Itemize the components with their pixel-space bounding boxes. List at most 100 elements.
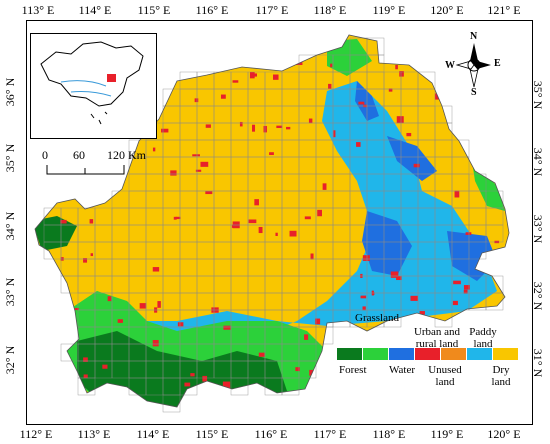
urban-patch [184,382,191,387]
tick-label: 119° E [372,3,406,17]
urban-patch [388,88,393,92]
urban-patch [433,74,440,79]
urban-patch [152,147,156,152]
urban-patch [239,121,243,127]
tick-label: 35° N [531,80,546,110]
tick-label: 113° E [21,3,55,17]
urban-patch [226,52,231,56]
urban-patch [410,295,419,301]
urban-patch [152,339,159,347]
urban-patch [276,125,283,129]
tick-label: 115° E [137,3,171,17]
urban-patch [252,124,256,132]
tick-label: 32° N [3,345,18,375]
legend-label-unused: Unused land [428,364,462,388]
legend-label-water: Water [389,364,415,376]
urban-patch [195,169,202,172]
urban-patch [107,296,112,302]
tick-label: 120° E [487,427,521,441]
tick-label: 114° E [78,3,112,17]
grid-cells [43,37,504,413]
urban-patch [170,170,177,176]
urban-patch [103,158,106,162]
legend-label-paddy: Paddy land [469,326,497,350]
urban-patch [175,216,181,220]
urban-patch [289,230,297,237]
tick-label: 117° E [313,427,347,441]
urban-patch [275,232,278,237]
region-boundary [34,34,510,408]
urban-patch [205,124,211,128]
urban-patch [117,319,123,323]
urban-patch [295,367,300,372]
urban-patch [304,334,309,340]
tick-label: 34° N [3,211,18,241]
grid-cell [485,224,504,243]
urban-patch [192,154,200,157]
study-area-marker [107,74,116,82]
grid-cell [230,377,249,396]
urban-patch [452,300,458,306]
tick-label: 120° E [430,3,464,17]
urban-patch [202,375,208,382]
tick-label: 118° E [372,427,406,441]
legend-label-forest: Forest [339,364,367,376]
scale-label: 0 [42,148,48,162]
urban-patch [258,352,265,357]
urban-patch [360,295,367,299]
urban-patch [330,63,333,68]
urban-patch [317,388,321,394]
water-body [362,211,412,276]
urban-patch [152,267,160,272]
urban-patch [486,109,490,114]
legend-label-grassland: Grassland [355,312,399,324]
urban-patch [362,306,366,311]
urban-patch [317,209,322,217]
tick-label: 118° E [313,3,347,17]
grid-cell [383,309,402,328]
urban-patch [322,183,327,190]
inset-locator-map [30,33,157,139]
urban-patch [308,118,313,124]
urban-patch [205,191,213,195]
tick-label: 117° E [255,3,289,17]
urban-patch [328,83,332,89]
urban-patch [54,324,60,329]
urban-patch [465,232,472,235]
urban-patch [139,303,147,309]
north-arrow: N S W E [445,31,501,98]
grid-cell [179,377,198,396]
urban-patch [93,189,97,194]
urban-patch [304,216,311,220]
tick-label: 115° E [195,427,229,441]
urban-patch [223,325,231,330]
compass-n: N [470,31,478,42]
urban-patch [83,374,88,379]
urban-patch [419,311,425,315]
urban-patch [310,253,314,260]
tick-label: 112° E [19,427,53,441]
tick-label: 116° E [254,427,288,441]
grid-cell [281,377,300,396]
grid-cell [77,377,96,396]
urban-patch [396,116,404,124]
water-body [387,136,437,181]
tick-label: 114° E [136,427,170,441]
urban-patch [413,163,420,168]
urban-patch [88,397,94,402]
tick-label: 119° E [430,427,464,441]
urban-patch [453,280,461,285]
urban-patch [356,142,361,147]
urban-patch [89,219,94,224]
urban-patch [177,322,184,327]
tick-label: 116° E [195,3,229,17]
compass-w: W [445,60,455,71]
grid-cell [468,241,487,260]
urban-patch [173,216,177,220]
urban-patch [263,125,267,133]
urban-patch [161,128,169,133]
tick-label: 33° N [531,214,546,244]
urban-patch [206,392,209,397]
urban-patch [103,181,110,187]
china-outline [40,41,144,125]
